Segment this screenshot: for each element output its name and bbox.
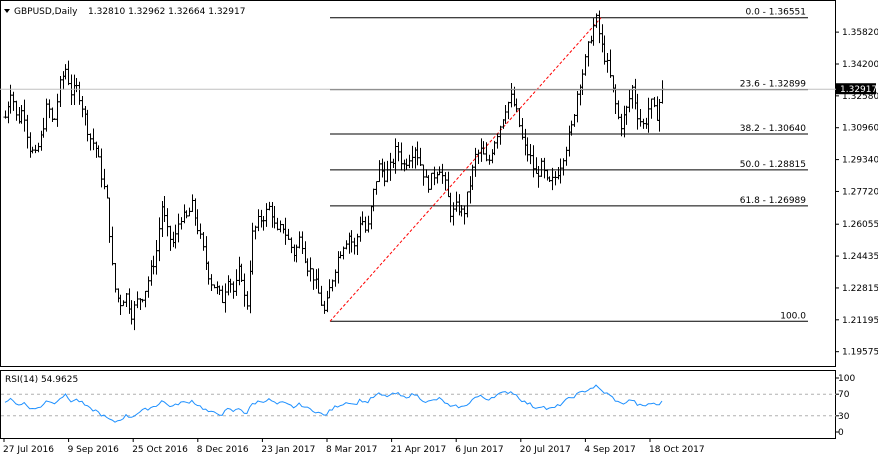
x-tick-label: 8 Dec 2016 bbox=[197, 445, 249, 455]
current-price-box bbox=[836, 83, 876, 95]
price-axis: 1.35820 1.34200 1.32580 1.30960 1.29340 1.277… bbox=[836, 28, 878, 358]
x-tick-label: 21 Apr 2017 bbox=[391, 445, 447, 455]
x-tick-label: 6 Jun 2017 bbox=[455, 445, 503, 455]
fib-level-label: 23.6 - 1.32899 bbox=[740, 80, 806, 90]
current-price-label: 1.32917 bbox=[840, 85, 877, 95]
x-tick-label: 9 Sep 2016 bbox=[68, 445, 120, 455]
y-tick-label: 1.35820 bbox=[842, 28, 878, 38]
fib-trend-line bbox=[329, 17, 602, 322]
y-tick-label: 1.29340 bbox=[842, 156, 878, 166]
rsi-label: RSI(14) 54.9625 bbox=[5, 375, 78, 385]
collapse-triangle-icon[interactable] bbox=[4, 9, 10, 13]
rsi-panel: 100 70 30 0 bbox=[1, 374, 855, 438]
y-tick-label: 1.22815 bbox=[842, 284, 878, 294]
rsi-tick-label: 0 bbox=[838, 428, 844, 438]
x-tick-label: 4 Sep 2017 bbox=[584, 445, 635, 455]
x-tick-label: 25 Oct 2016 bbox=[132, 445, 188, 455]
fib-level-label: 61.8 - 1.26989 bbox=[740, 196, 806, 206]
price-bars bbox=[3, 10, 665, 331]
x-tick-label: 27 Jul 2016 bbox=[3, 445, 54, 455]
rsi-tick-label: 30 bbox=[838, 412, 850, 422]
y-tick-label: 1.27720 bbox=[842, 187, 878, 197]
rsi-line bbox=[4, 384, 663, 423]
y-tick-label: 1.19575 bbox=[842, 348, 878, 358]
fib-level-label: 100.0 bbox=[780, 311, 806, 321]
main-panel-frame bbox=[0, 0, 836, 367]
x-tick-label: 23 Jan 2017 bbox=[261, 445, 315, 455]
time-axis: 27 Jul 2016 9 Sep 2016 25 Oct 2016 8 Dec 20… bbox=[3, 438, 705, 455]
fib-level-label: 50.0 - 1.28815 bbox=[740, 160, 806, 170]
y-tick-label: 1.34200 bbox=[842, 60, 878, 70]
fib-level-label: 0.0 - 1.36551 bbox=[746, 8, 807, 18]
symbol-header: GBPUSD,Daily bbox=[14, 7, 78, 17]
rsi-tick-label: 70 bbox=[838, 390, 850, 400]
x-tick-label: 8 Mar 2017 bbox=[326, 445, 377, 455]
y-tick-label: 1.24435 bbox=[842, 252, 878, 262]
y-tick-label: 1.32580 bbox=[842, 92, 878, 102]
rsi-tick-label: 100 bbox=[838, 374, 855, 384]
ohlc-header: 1.32810 1.32962 1.32664 1.32917 bbox=[88, 7, 245, 17]
x-tick-label: 20 Jul 2017 bbox=[520, 445, 571, 455]
rsi-panel-frame bbox=[0, 370, 836, 439]
x-tick-label: 18 Oct 2017 bbox=[649, 445, 705, 455]
fib-level-label: 38.2 - 1.30640 bbox=[740, 124, 806, 134]
y-tick-label: 1.26055 bbox=[842, 220, 878, 230]
y-tick-label: 1.30960 bbox=[842, 124, 878, 134]
y-tick-label: 1.21195 bbox=[842, 316, 878, 326]
